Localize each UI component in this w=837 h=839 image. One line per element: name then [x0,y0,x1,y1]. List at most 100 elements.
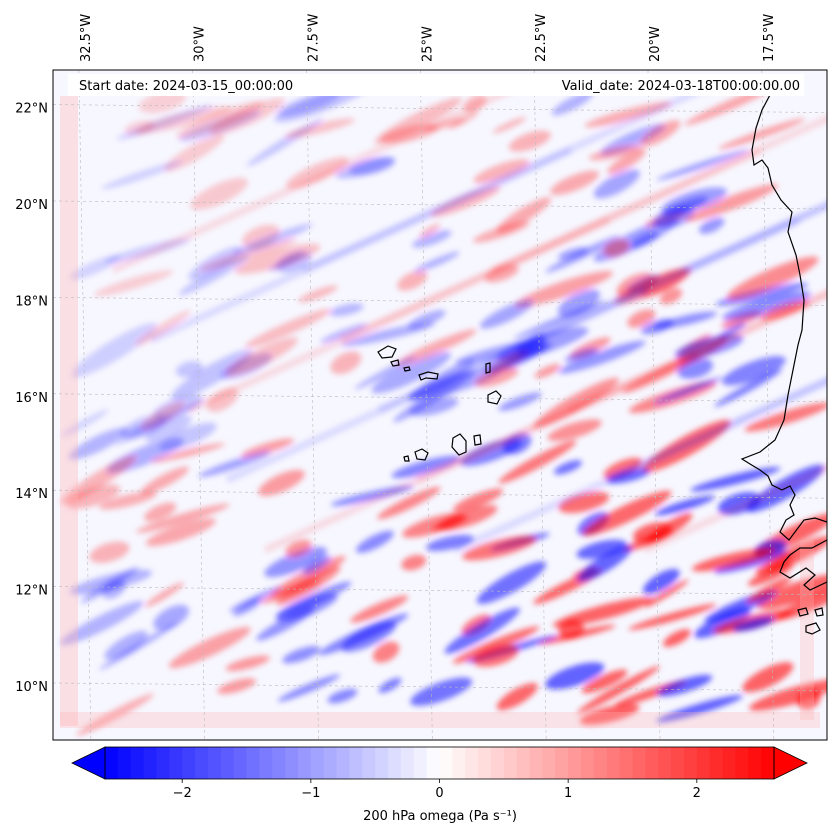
colorbar-cell [117,747,132,779]
omega-cell [60,455,137,504]
omega-cell [479,300,534,329]
latitude-tick-label: 10°N [15,680,48,695]
latitude-tick-label: 14°N [15,487,48,502]
omega-cell [659,288,683,305]
colorbar-cell [683,747,698,779]
colorbar-cell [761,747,775,779]
gridline-lon [420,70,433,740]
omega-band [567,289,827,414]
omega-cell [718,322,746,339]
omega-cell [654,377,722,404]
omega-cell [545,662,605,690]
omega-cell [407,368,501,401]
omega-cell [330,351,362,375]
island-santiago [451,433,467,456]
colorbar-cell [297,747,312,779]
colorbar-cell [336,747,350,779]
omega-cell [151,443,226,463]
omega-cell [350,595,409,623]
colorbar-cell [220,747,235,779]
omega-cell [652,311,718,330]
omega-cell [582,490,672,536]
omega-cell [356,530,394,553]
omega-cell [756,574,827,609]
colorbar-cell [568,747,582,779]
omega-cell [425,534,474,552]
longitude-tick-label: 32.5°W [79,14,94,62]
colorbar-cell [632,747,646,779]
omega-cell [552,597,654,628]
omega-cell [640,120,681,147]
omega-cell [104,630,148,660]
omega-band [605,376,827,484]
coastlines [377,87,827,635]
omega-cell [473,644,519,667]
boundary-zone-south [60,712,820,728]
omega-cell [452,488,504,512]
omega-cell [663,629,691,647]
colorbar-cell [105,747,119,779]
omega-cell [732,616,775,632]
omega-cell [677,358,713,379]
map-panel: Start date: 2024-03-15_00:00:00 Valid_da… [52,69,828,741]
omega-cell [70,255,121,280]
island-sao-nicolau [418,371,439,381]
boundary-zone-west [60,96,78,726]
omega-cell [275,581,352,618]
omega-cell [94,270,174,297]
valid-date-label: Valid_date: 2024-03-18T00:00:00.00 [562,79,800,94]
omega-cell [412,230,452,248]
omega-cell [101,161,183,190]
omega-cell [241,438,295,458]
omega-cell [136,105,232,134]
omega-cell [452,626,540,664]
omega-cell [377,486,441,520]
colorbar-cell [156,747,170,779]
colorbar-tick-label: −1 [301,786,320,801]
longitude-tick-label: 22.5°W [534,14,549,62]
colorbar-cell [645,747,659,779]
header-strip [68,74,804,96]
omega-cell [749,679,827,711]
omega-cell [401,554,427,571]
omega-cell [285,539,312,558]
gridline-lon [78,70,92,740]
omega-cell [228,585,282,612]
omega-cell [396,329,477,366]
omega-cell [71,323,157,378]
omega-cell [550,170,600,195]
omega-cell [656,694,743,723]
omega-cell [776,585,827,620]
omega-cell [642,568,680,595]
island-bijagos-3 [814,607,824,617]
omega-cell [264,546,327,578]
omega-cell [176,101,264,139]
omega-cell [577,666,660,714]
omega-cell [341,621,397,653]
omega-cell [349,157,395,176]
omega-cell [514,270,614,308]
omega-cell [558,491,610,514]
colorbar-cell [555,747,569,779]
omega-cell [722,291,811,321]
omega-cell [558,340,646,374]
omega-cell [744,402,827,432]
omega-cell [302,555,331,575]
omega-cell [742,662,794,693]
omega-cell [285,157,349,189]
gridline-lon [761,70,775,740]
omega-cell [484,264,519,283]
gridline-lon [533,70,547,740]
omega-cell [747,577,792,603]
omega-cell [178,255,249,296]
omega-cell [644,579,689,608]
colorbar-cell [413,747,428,779]
omega-cell [327,688,358,704]
colorbar-label: 200 hPa omega (Pa s⁻¹) [363,809,517,824]
longitude-tick-label: 30°W [193,26,208,62]
omega-cell [354,355,416,390]
omega-cell [755,536,827,575]
colorbar-cell [388,747,402,779]
colorbar-cell [722,747,736,779]
